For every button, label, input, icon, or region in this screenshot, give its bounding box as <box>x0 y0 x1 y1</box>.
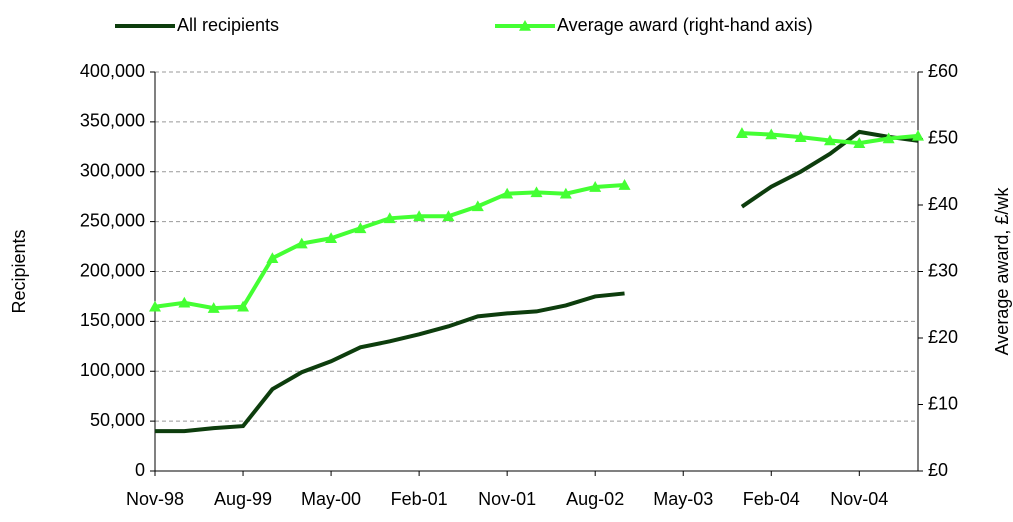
marker <box>794 131 807 142</box>
y2-axis-title: Average award, £/wk <box>992 187 1012 356</box>
x-tick-label: Aug-02 <box>566 489 624 509</box>
x-tick-label: Feb-04 <box>743 489 800 509</box>
legend-label: Average award (right-hand axis) <box>557 15 813 35</box>
marker <box>589 181 602 192</box>
y-axis-title: Recipients <box>9 229 29 313</box>
y-tick-label: 300,000 <box>80 161 145 181</box>
marker <box>325 232 338 244</box>
y-tick-label: 400,000 <box>80 61 145 81</box>
marker <box>823 134 836 146</box>
x-tick-label: May-03 <box>653 489 713 509</box>
x-tick-label: Feb-01 <box>391 489 448 509</box>
marker <box>530 186 543 198</box>
marker <box>237 300 250 312</box>
y-tick-label: 200,000 <box>80 260 145 280</box>
x-tick-label: Nov-01 <box>478 489 536 509</box>
y2-tick-label: £0 <box>928 460 948 480</box>
marker <box>442 210 455 222</box>
x-tick-label: Aug-99 <box>214 489 272 509</box>
series-line <box>155 129 919 434</box>
y-tick-label: 100,000 <box>80 360 145 380</box>
marker <box>853 137 866 148</box>
y2-tick-label: £20 <box>928 327 958 347</box>
marker <box>912 129 924 141</box>
marker <box>413 210 426 222</box>
marker <box>295 237 308 249</box>
marker <box>383 212 396 224</box>
x-tick-label: Nov-04 <box>830 489 888 509</box>
marker <box>618 179 631 190</box>
x-tick-label: Nov-98 <box>126 489 184 509</box>
marker <box>149 300 161 312</box>
marker <box>559 187 572 199</box>
y2-tick-label: £10 <box>928 393 958 413</box>
y-tick-label: 150,000 <box>80 310 145 330</box>
y2-tick-label: £40 <box>928 194 958 214</box>
y2-tick-label: £60 <box>928 61 958 81</box>
y-tick-label: 50,000 <box>90 410 145 430</box>
marker <box>266 252 279 263</box>
y2-tick-label: £30 <box>928 260 958 280</box>
y2-tick-label: £50 <box>928 127 958 147</box>
legend-marker <box>519 20 531 31</box>
marker <box>765 128 778 140</box>
marker <box>501 187 514 199</box>
marker <box>207 302 220 313</box>
marker <box>735 127 748 138</box>
y-tick-label: 350,000 <box>80 111 145 131</box>
marker <box>471 200 484 212</box>
series-line <box>154 131 919 311</box>
x-tick-label: May-00 <box>301 489 361 509</box>
marker <box>178 296 191 308</box>
legend-label: All recipients <box>177 15 279 35</box>
y-tick-label: 250,000 <box>80 210 145 230</box>
marker <box>354 222 367 234</box>
marker <box>882 132 895 144</box>
y-tick-label: 0 <box>135 460 145 480</box>
